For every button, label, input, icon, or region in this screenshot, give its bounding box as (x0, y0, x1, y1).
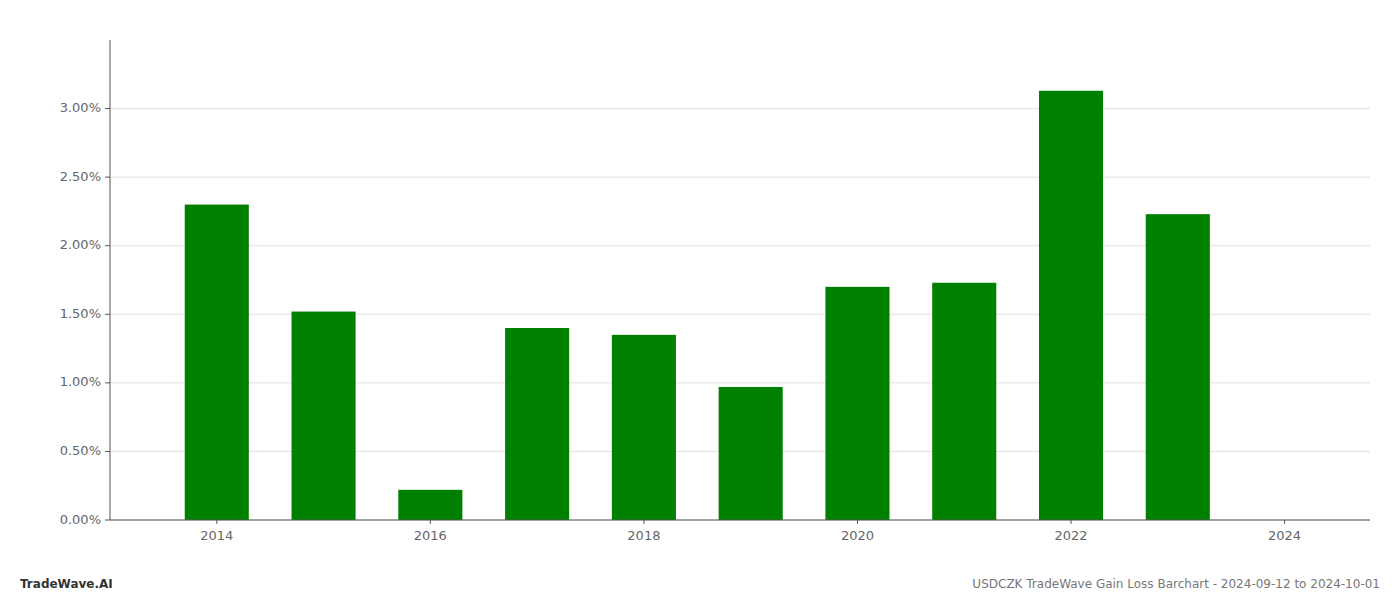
footer-left: TradeWave.AI (20, 577, 113, 591)
grid (110, 109, 1370, 520)
bar (719, 387, 783, 520)
y-tick (105, 108, 110, 109)
y-tick (105, 314, 110, 315)
x-tick (1284, 520, 1285, 524)
x-tick (216, 520, 217, 524)
bars (185, 91, 1210, 520)
footer-right: USDCZK TradeWave Gain Loss Barchart - 20… (972, 577, 1380, 591)
y-tick (105, 520, 110, 521)
x-tick (643, 520, 644, 524)
y-tick-label: 0.50% (60, 443, 101, 458)
bar (1039, 91, 1103, 520)
x-tick (430, 520, 431, 524)
bar (292, 312, 356, 520)
x-tick-label: 2022 (1054, 528, 1087, 543)
x-tick-label: 2024 (1268, 528, 1301, 543)
grid-line (110, 177, 1370, 178)
y-tick (105, 245, 110, 246)
y-tick (105, 451, 110, 452)
x-tick (1071, 520, 1072, 524)
x-tick (857, 520, 858, 524)
bar (932, 283, 996, 520)
x-axis-line (110, 520, 1370, 521)
bar (612, 335, 676, 520)
x-tick-label: 2014 (200, 528, 233, 543)
y-tick-label: 1.00% (60, 374, 101, 389)
axes: 0.00% 0.50% 1.00% 1.50% 2.00% 2.50% 3.00% 2014 2… (60, 40, 1370, 543)
y-tick-label: 2.00% (60, 237, 101, 252)
grid-line (110, 108, 1370, 109)
bar (825, 287, 889, 520)
y-tick (105, 177, 110, 178)
bar (505, 328, 569, 520)
x-tick-label: 2020 (841, 528, 874, 543)
background (0, 0, 1400, 600)
y-tick-label: 1.50% (60, 306, 101, 321)
bar (185, 205, 249, 520)
chart-svg: 0.00% 0.50% 1.00% 1.50% 2.00% 2.50% 3.00% 2014 2… (0, 0, 1400, 600)
y-tick-label: 3.00% (60, 100, 101, 115)
y-tick-label: 0.00% (60, 512, 101, 527)
y-axis-line (110, 40, 111, 520)
bar (398, 490, 462, 520)
grid-line (110, 520, 1370, 521)
y-tick (105, 382, 110, 383)
x-tick-label: 2018 (627, 528, 660, 543)
y-tick-label: 2.50% (60, 169, 101, 184)
bar (1146, 214, 1210, 520)
x-tick-label: 2016 (414, 528, 447, 543)
chart-container: 0.00% 0.50% 1.00% 1.50% 2.00% 2.50% 3.00% 2014 2… (0, 0, 1400, 600)
